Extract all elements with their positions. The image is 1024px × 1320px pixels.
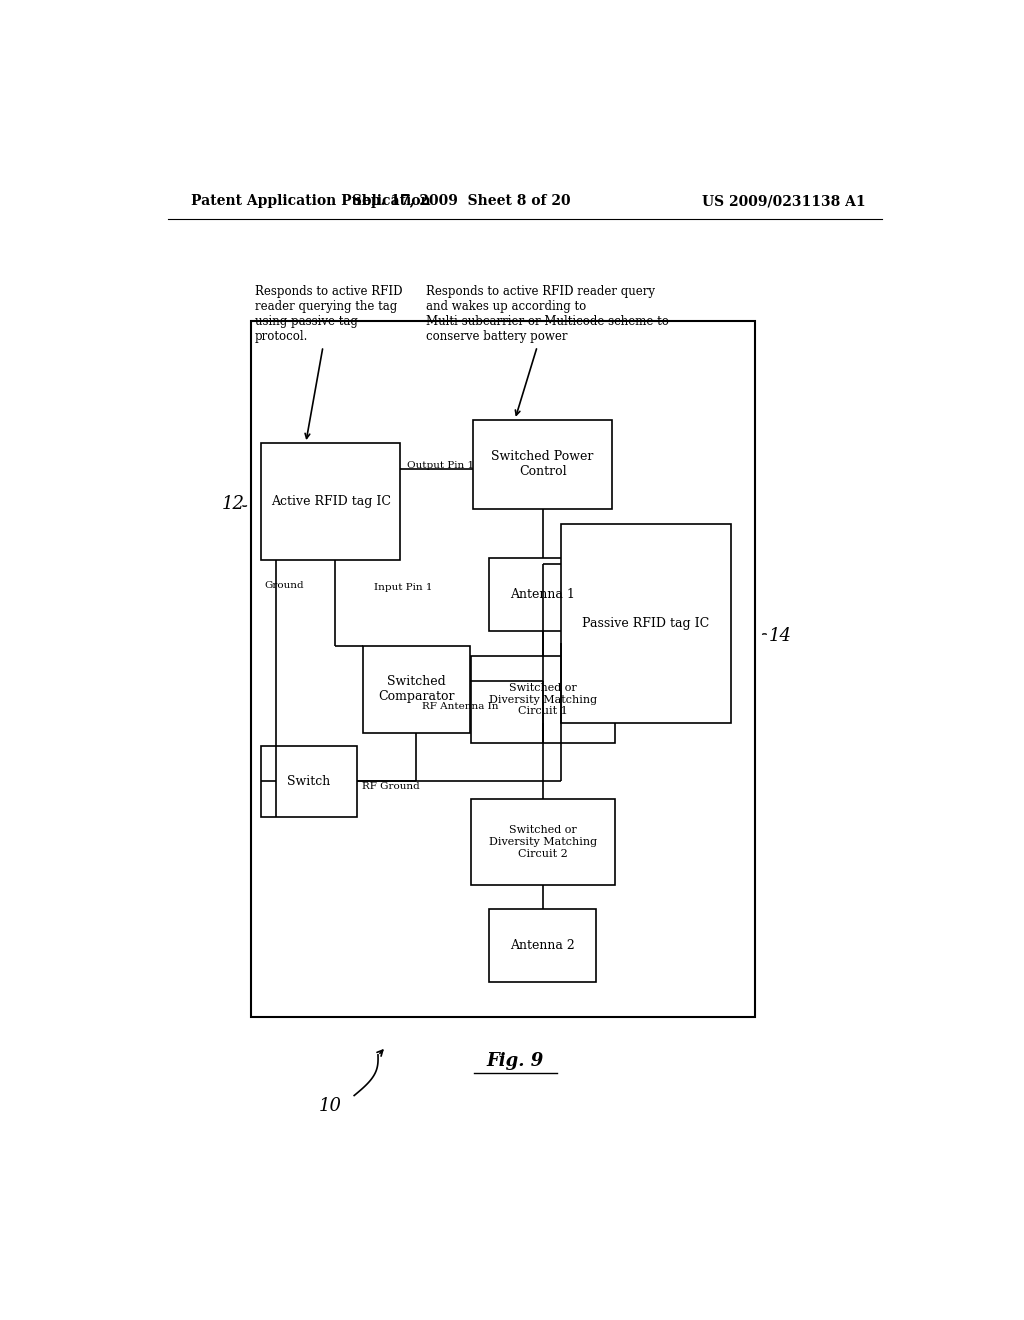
Text: RF Antenna In: RF Antenna In: [422, 702, 498, 711]
Text: Responds to active RFID reader query
and wakes up according to
Multi-subcarrier : Responds to active RFID reader query and…: [426, 285, 669, 416]
Text: Output Pin 1: Output Pin 1: [408, 462, 474, 470]
Text: Passive RFID tag IC: Passive RFID tag IC: [583, 616, 710, 630]
Text: Switched Power
Control: Switched Power Control: [492, 450, 594, 478]
Bar: [471, 799, 615, 886]
Text: Switched
Comparator: Switched Comparator: [378, 676, 455, 704]
Bar: [560, 524, 731, 722]
Text: 14: 14: [769, 627, 793, 645]
Text: Antenna 1: Antenna 1: [510, 587, 575, 601]
Text: US 2009/0231138 A1: US 2009/0231138 A1: [702, 194, 866, 209]
Text: 10: 10: [318, 1097, 342, 1114]
Bar: [473, 420, 612, 510]
Bar: [362, 647, 470, 733]
Text: Fig. 9: Fig. 9: [486, 1052, 544, 1071]
Text: Ground: Ground: [264, 581, 304, 590]
Text: Input Pin 1: Input Pin 1: [374, 583, 432, 593]
Text: Active RFID tag IC: Active RFID tag IC: [270, 495, 391, 508]
Text: 12: 12: [221, 495, 245, 513]
Text: Switch: Switch: [288, 775, 331, 788]
Text: Switched or
Diversity Matching
Circuit 1: Switched or Diversity Matching Circuit 1: [489, 682, 597, 717]
Text: Sep. 17, 2009  Sheet 8 of 20: Sep. 17, 2009 Sheet 8 of 20: [352, 194, 570, 209]
Bar: [261, 746, 356, 817]
Bar: [489, 908, 596, 982]
Bar: [261, 444, 400, 560]
Bar: [489, 558, 596, 631]
Text: RF Ground: RF Ground: [362, 781, 420, 791]
Text: Antenna 2: Antenna 2: [510, 939, 575, 952]
Bar: [251, 321, 755, 1018]
Text: Responds to active RFID
reader querying the tag
using passive tag
protocol.: Responds to active RFID reader querying …: [255, 285, 402, 438]
Text: Patent Application Publication: Patent Application Publication: [191, 194, 431, 209]
Text: Switched or
Diversity Matching
Circuit 2: Switched or Diversity Matching Circuit 2: [489, 825, 597, 858]
Bar: [471, 656, 615, 743]
